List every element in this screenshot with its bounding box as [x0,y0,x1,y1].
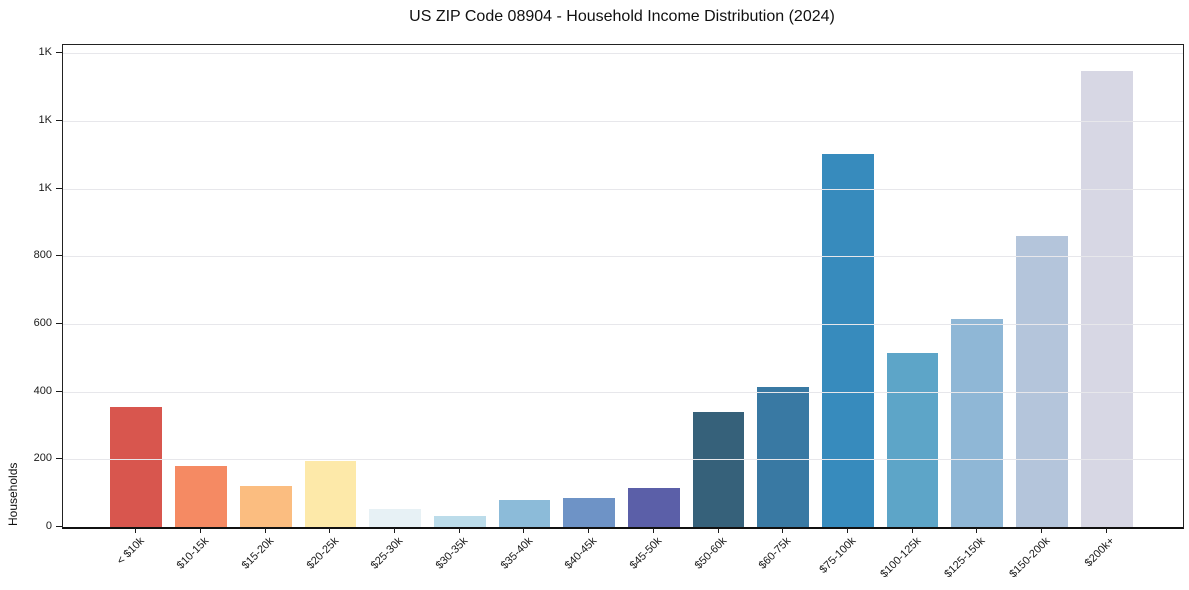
x-tick-label-text: $150-200k [1007,535,1053,581]
y-tick-label: 600 [33,317,52,330]
x-tick-label-text: $45-50k [627,535,665,572]
bar-$35-40k [498,499,551,527]
x-tick-mark [264,528,266,533]
gridline [63,53,1183,55]
bar-< $10k [110,406,163,527]
x-tick-mark [523,528,525,533]
x-tick-mark [652,528,654,533]
x-tick-mark [329,528,331,533]
bar-$125-150k [951,318,1004,527]
x-tick-mark [135,528,137,533]
chart-title: US ZIP Code 08904 - Household Income Dis… [409,8,835,25]
x-tick-label-text: $25-30k [368,535,406,572]
y-tick-mark [56,187,62,189]
x-tick-label-text: $35-40k [498,535,535,572]
y-tick-mark [56,120,62,122]
x-tick-label-text: $10-15k [174,535,212,572]
bar-$75-100k [822,153,874,527]
y-tick-mark [56,526,62,527]
x-tick-mark [200,528,202,533]
x-tick-label-text: $75-100k [817,535,859,576]
bar-$45-50k [627,488,680,527]
y-tick-label: 400 [33,384,52,397]
x-tick-label-text: $15-20k [239,535,277,572]
x-tick-mark [911,528,913,533]
x-tick-mark [588,528,590,533]
bar-$20-25k [304,460,357,527]
x-tick-mark [1105,528,1107,533]
plot-area [62,44,1184,529]
y-tick-label: 1K [38,114,52,127]
x-tick-mark [1040,528,1042,533]
bar-$40-45k [563,497,616,527]
x-tick-mark [458,528,460,533]
bar-$10-15k [175,466,227,527]
x-tick-label-text: $50-60k [692,535,730,572]
x-tick-label-text: $20-25k [304,535,341,572]
bar-$50-60k [692,412,745,527]
x-tick-label-text: < $10k [114,535,147,568]
y-tick-label: 1K [38,181,52,194]
bar-$150-200k [1016,236,1068,527]
x-tick-label-text: $125-150k [942,535,988,581]
x-tick-mark [846,528,848,533]
y-tick-mark [56,255,62,257]
bar-$30-35k [433,515,486,527]
x-tick-label-text: $100-125k [877,535,924,581]
y-tick-mark [56,323,62,325]
x-tick-label-text: $30-35k [433,535,471,572]
y-tick-label: 1K [38,46,52,59]
x-tick-mark [782,528,784,533]
gridline [63,324,1183,326]
y-tick-mark [56,458,62,460]
x-tick-label-text: $40-45k [563,535,600,572]
x-tick-mark [717,528,719,533]
gridline [63,459,1183,461]
bar-$100-125k [886,352,939,527]
gridline [63,188,1183,190]
x-tick-mark [976,528,978,533]
bar-$15-20k [239,486,292,527]
bar-$200k+ [1080,71,1133,527]
gridline [63,121,1183,123]
gridline [63,391,1183,393]
y-tick-label: 0 [45,520,52,532]
x-tick-label-text: $200k+ [1082,535,1118,570]
gridline [63,256,1183,258]
y-tick-mark [56,390,62,392]
x-tick-label-text: $60-75k [757,535,794,572]
bar-$25-30k [369,508,421,527]
x-tick-mark [394,528,396,533]
bar-$60-75k [757,386,810,527]
y-tick-mark [56,52,62,54]
y-tick-label: 800 [33,249,52,262]
y-tick-label: 200 [33,452,52,465]
